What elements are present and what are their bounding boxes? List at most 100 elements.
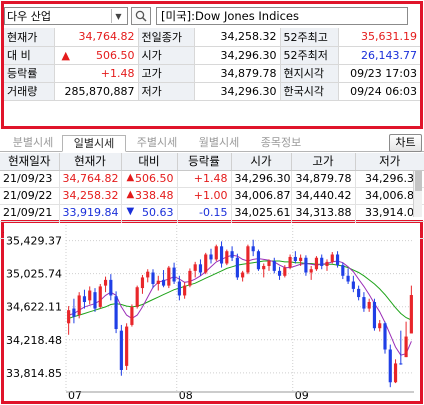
candle-body bbox=[357, 288, 361, 298]
candle-body bbox=[272, 261, 276, 271]
candle-body bbox=[267, 261, 271, 266]
candle-body bbox=[204, 254, 208, 273]
x-tick-label: 07 bbox=[68, 389, 82, 401]
down-arrow-icon: ▼ bbox=[126, 206, 135, 217]
candle-body bbox=[325, 261, 329, 266]
tab-minute-quotes[interactable]: 분별시세 bbox=[12, 136, 54, 149]
index-name-field[interactable]: [미국]:Dow Jones Indices bbox=[156, 7, 408, 25]
candle-body bbox=[393, 363, 398, 383]
search-bar: 다우 산업 ▼ [미국]:Dow Jones Indices bbox=[4, 4, 420, 26]
col-date[interactable]: 현재일자 bbox=[0, 153, 60, 171]
korea-time-value: 09/24 06:03 bbox=[338, 82, 420, 101]
tab-stock-info[interactable]: 종목정보 bbox=[260, 136, 302, 149]
candle-body bbox=[135, 287, 139, 307]
tab-bar: 분별시세 일별시세 주별시세 월별시세 종목정보 bbox=[0, 133, 424, 152]
current-price-value: 34,764.82 bbox=[54, 28, 139, 47]
candle-body bbox=[367, 301, 371, 309]
candle-body bbox=[256, 251, 261, 270]
cell-low: 33,914.02 bbox=[355, 204, 424, 222]
col-price[interactable]: 현재가 bbox=[59, 153, 122, 171]
prev-close-value: 34,258.32 bbox=[194, 28, 281, 47]
search-button[interactable] bbox=[131, 7, 151, 25]
col-high[interactable]: 고가 bbox=[291, 153, 356, 171]
quote-row: 대 비 ▲ 506.50 시가 34,296.30 52주최저 26,143.77 bbox=[4, 46, 420, 65]
cell-open: 34,006.87 bbox=[231, 187, 292, 205]
quote-row: 등락률 +1.48 고가 34,879.78 현지시각 09/23 17:03 bbox=[4, 64, 420, 83]
candle-body bbox=[246, 246, 250, 273]
candle-body bbox=[283, 267, 287, 276]
col-open[interactable]: 시가 bbox=[231, 153, 292, 171]
candle-body bbox=[362, 297, 366, 309]
daily-table-scrollbar[interactable] bbox=[413, 171, 422, 217]
cell-change: ▼ 50.63 bbox=[121, 204, 178, 222]
candle-body bbox=[183, 285, 187, 296]
cell-rate: -0.15 bbox=[177, 204, 232, 222]
chart-button[interactable]: 차트 bbox=[389, 134, 422, 152]
table-row[interactable]: 21/09/22 34,258.32 ▲ 338.48 +1.00 34,006.87 34… bbox=[0, 187, 424, 205]
y-tick-label: 35,429.37 bbox=[6, 235, 62, 248]
candle-body bbox=[167, 267, 171, 286]
scrollbar-thumb[interactable] bbox=[415, 171, 422, 191]
chevron-down-icon[interactable]: ▼ bbox=[111, 9, 125, 23]
col-change[interactable]: 대비 bbox=[121, 153, 178, 171]
candle-body bbox=[378, 323, 382, 329]
candle-body bbox=[146, 271, 150, 278]
y-tick-label: 34,218.48 bbox=[6, 334, 62, 347]
candle-body bbox=[320, 257, 324, 266]
candle-body bbox=[209, 254, 213, 260]
cell-open: 34,296.30 bbox=[231, 170, 292, 188]
open-value: 34,296.30 bbox=[194, 46, 281, 65]
label-high: 고가 bbox=[138, 64, 195, 83]
candle-body bbox=[299, 257, 303, 262]
y-tick-label: 35,025.74 bbox=[6, 268, 62, 281]
candle-body bbox=[140, 277, 145, 289]
candle-body bbox=[114, 296, 118, 330]
quote-row: 거래량 285,870,887 저가 34,296.30 한국시각 09/24 … bbox=[4, 82, 420, 101]
col-rate[interactable]: 등락률 bbox=[177, 153, 232, 171]
up-arrow-icon: ▲ bbox=[126, 189, 135, 200]
candle-body bbox=[193, 264, 197, 271]
candle-body bbox=[293, 256, 297, 262]
tab-weekly-quotes[interactable]: 주별시세 bbox=[136, 136, 178, 149]
stock-select-value: 다우 산업 bbox=[7, 10, 51, 23]
candle-body bbox=[251, 246, 255, 252]
candle-body bbox=[346, 275, 350, 282]
label-52w-low: 52주최저 bbox=[280, 46, 339, 65]
y-tick-label: 34,622.11 bbox=[6, 301, 62, 314]
label-change-rate: 등락률 bbox=[4, 64, 55, 83]
candle-body bbox=[383, 323, 387, 350]
candle-body bbox=[235, 257, 239, 278]
cell-high: 34,879.78 bbox=[291, 170, 356, 188]
label-local-time: 현지시각 bbox=[280, 64, 339, 83]
stock-select[interactable]: 다우 산업 ▼ bbox=[4, 7, 128, 25]
table-row[interactable]: 21/09/21 33,919.84 ▼ 50.63 -0.15 34,025.61 34,… bbox=[0, 204, 424, 222]
ma-short-line bbox=[68, 254, 412, 356]
cell-price: 33,919.84 bbox=[59, 204, 122, 222]
cell-low: 34,006.87 bbox=[355, 187, 424, 205]
candle-body bbox=[335, 254, 340, 266]
cell-rate: +1.48 bbox=[177, 170, 232, 188]
candle-body bbox=[230, 251, 234, 258]
label-prev-close: 전일종가 bbox=[138, 28, 195, 47]
table-row[interactable]: 21/09/23 34,764.82 ▲ 506.50 +1.48 34,296.30 34… bbox=[0, 170, 424, 188]
candle-body bbox=[119, 330, 123, 370]
volume-value: 285,870,887 bbox=[54, 82, 139, 101]
cell-high: 34,313.88 bbox=[291, 204, 356, 222]
candlestick-chart[interactable]: 35,429.37 35,025.74 34,622.11 34,218.48 33,8… bbox=[4, 223, 420, 401]
candle-body bbox=[77, 295, 81, 316]
search-icon bbox=[135, 10, 147, 22]
candle-body bbox=[103, 279, 108, 286]
candle-body bbox=[277, 270, 282, 276]
candle-body bbox=[241, 272, 245, 278]
candle-body bbox=[109, 279, 113, 296]
candle-body bbox=[82, 296, 87, 302]
candle-body bbox=[88, 290, 92, 301]
up-arrow-icon: ▲ bbox=[61, 48, 70, 62]
x-tick-label: 09 bbox=[295, 389, 309, 401]
tab-monthly-quotes[interactable]: 월별시세 bbox=[198, 136, 240, 149]
tab-daily-quotes[interactable]: 일별시세 bbox=[62, 135, 126, 152]
label-change: 대 비 bbox=[4, 46, 55, 65]
candle-body bbox=[72, 308, 76, 317]
cell-rate: +1.00 bbox=[177, 187, 232, 205]
col-low[interactable]: 저가 bbox=[355, 153, 424, 171]
